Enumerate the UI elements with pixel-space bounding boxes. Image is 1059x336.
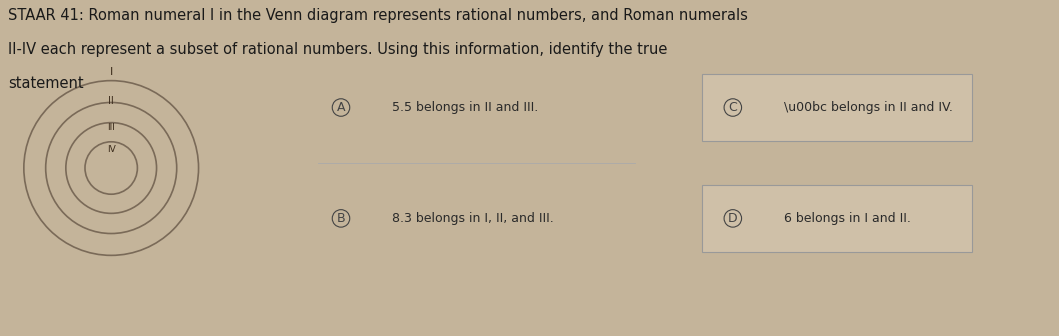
Text: STAAR 41: Roman numeral I in the Venn diagram represents rational numbers, and R: STAAR 41: Roman numeral I in the Venn di…: [8, 8, 749, 24]
Text: D: D: [728, 212, 738, 225]
Text: 6 belongs in I and II.: 6 belongs in I and II.: [784, 212, 911, 225]
FancyBboxPatch shape: [702, 74, 972, 141]
Text: II-IV each represent a subset of rational numbers. Using this information, ident: II-IV each represent a subset of rationa…: [8, 42, 668, 57]
Text: II: II: [108, 96, 114, 106]
Text: statement: statement: [8, 76, 84, 91]
Text: \u00bc belongs in II and IV.: \u00bc belongs in II and IV.: [784, 101, 952, 114]
Text: B: B: [337, 212, 345, 225]
FancyBboxPatch shape: [702, 185, 972, 252]
Text: 8.3 belongs in I, II, and III.: 8.3 belongs in I, II, and III.: [392, 212, 554, 225]
Text: A: A: [337, 101, 345, 114]
Text: III: III: [107, 123, 115, 132]
Text: C: C: [729, 101, 737, 114]
Text: IV: IV: [107, 145, 115, 154]
Text: 5.5 belongs in II and III.: 5.5 belongs in II and III.: [392, 101, 538, 114]
Text: I: I: [109, 67, 113, 77]
